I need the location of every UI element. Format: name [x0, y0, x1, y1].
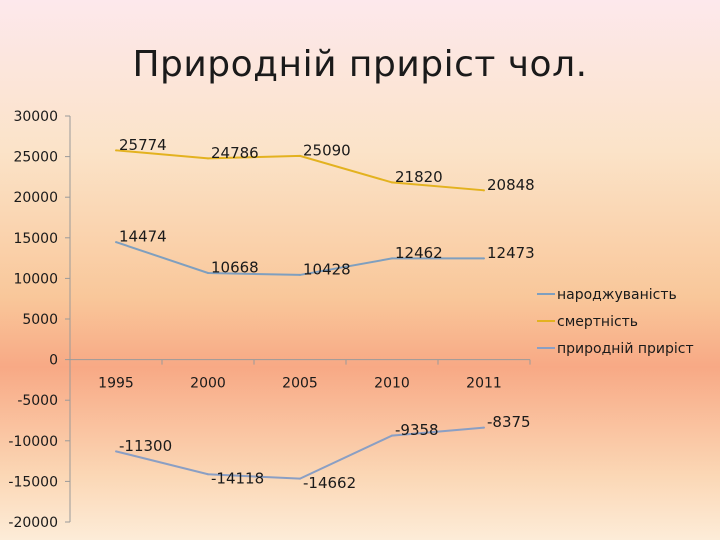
y-tick-label: 25000	[13, 150, 58, 166]
x-tick-label: 2005	[282, 376, 318, 392]
y-tick-label: 5000	[22, 312, 58, 328]
y-tick-label: -15000	[8, 474, 58, 490]
data-label: 10428	[303, 260, 351, 278]
legend-label: природній приріст	[557, 341, 694, 357]
data-point	[391, 434, 393, 437]
y-axis-ticks: 30000 25000 20000 15000 10000 5000 0 -5000 -1000…	[8, 109, 70, 531]
chart-axes	[69, 116, 530, 522]
data-point	[299, 273, 301, 276]
data-label: 12462	[395, 244, 443, 262]
data-point	[207, 157, 209, 160]
data-label: 10668	[211, 258, 259, 276]
data-label: -9358	[395, 421, 439, 439]
x-tick-label: 2000	[190, 376, 226, 392]
data-point	[207, 473, 209, 476]
page-title: Природній приріст чол.	[132, 44, 588, 85]
legend-label: народжуваність	[557, 287, 677, 303]
data-point	[299, 154, 301, 157]
x-tick-label: 2010	[374, 376, 410, 392]
data-point	[207, 271, 209, 274]
y-tick-label: -10000	[8, 434, 58, 450]
data-label: 24786	[211, 144, 259, 162]
data-point	[483, 257, 485, 260]
data-point	[391, 181, 393, 184]
x-tick-label: 2011	[466, 376, 502, 392]
data-label: -8375	[487, 413, 531, 431]
y-tick-label: 0	[49, 353, 58, 369]
y-tick-label: -5000	[17, 393, 58, 409]
data-label: -14118	[211, 470, 264, 488]
series-lines	[115, 149, 485, 480]
chart-legend: народжуваність смертність природній приріс…	[537, 287, 694, 357]
data-label: 12473	[487, 244, 535, 262]
x-tick-label: 1995	[98, 376, 134, 392]
data-point	[483, 426, 485, 429]
data-label: -14662	[303, 474, 356, 492]
data-point	[115, 450, 117, 453]
data-point	[299, 477, 301, 480]
data-point	[115, 149, 117, 152]
legend-label: смертність	[557, 314, 638, 330]
data-label: 25090	[303, 141, 351, 159]
data-label: 25774	[119, 136, 167, 154]
data-label: 21820	[395, 168, 443, 186]
x-axis-ticks: 1995 2000 2005 2010 2011	[69, 359, 531, 392]
y-tick-label: -20000	[8, 515, 58, 531]
data-label: -11300	[119, 437, 172, 455]
y-tick-label: 20000	[13, 190, 58, 206]
data-point	[391, 257, 393, 260]
data-point	[483, 189, 485, 192]
data-point	[115, 241, 117, 244]
data-label: 20848	[487, 176, 535, 194]
data-label: 14474	[119, 228, 167, 246]
y-tick-label: 15000	[13, 231, 58, 247]
y-tick-label: 10000	[13, 271, 58, 287]
y-tick-label: 30000	[13, 109, 58, 125]
data-labels: 14474 10668 10428 12462 12473 25774 24786 25090…	[119, 136, 535, 492]
